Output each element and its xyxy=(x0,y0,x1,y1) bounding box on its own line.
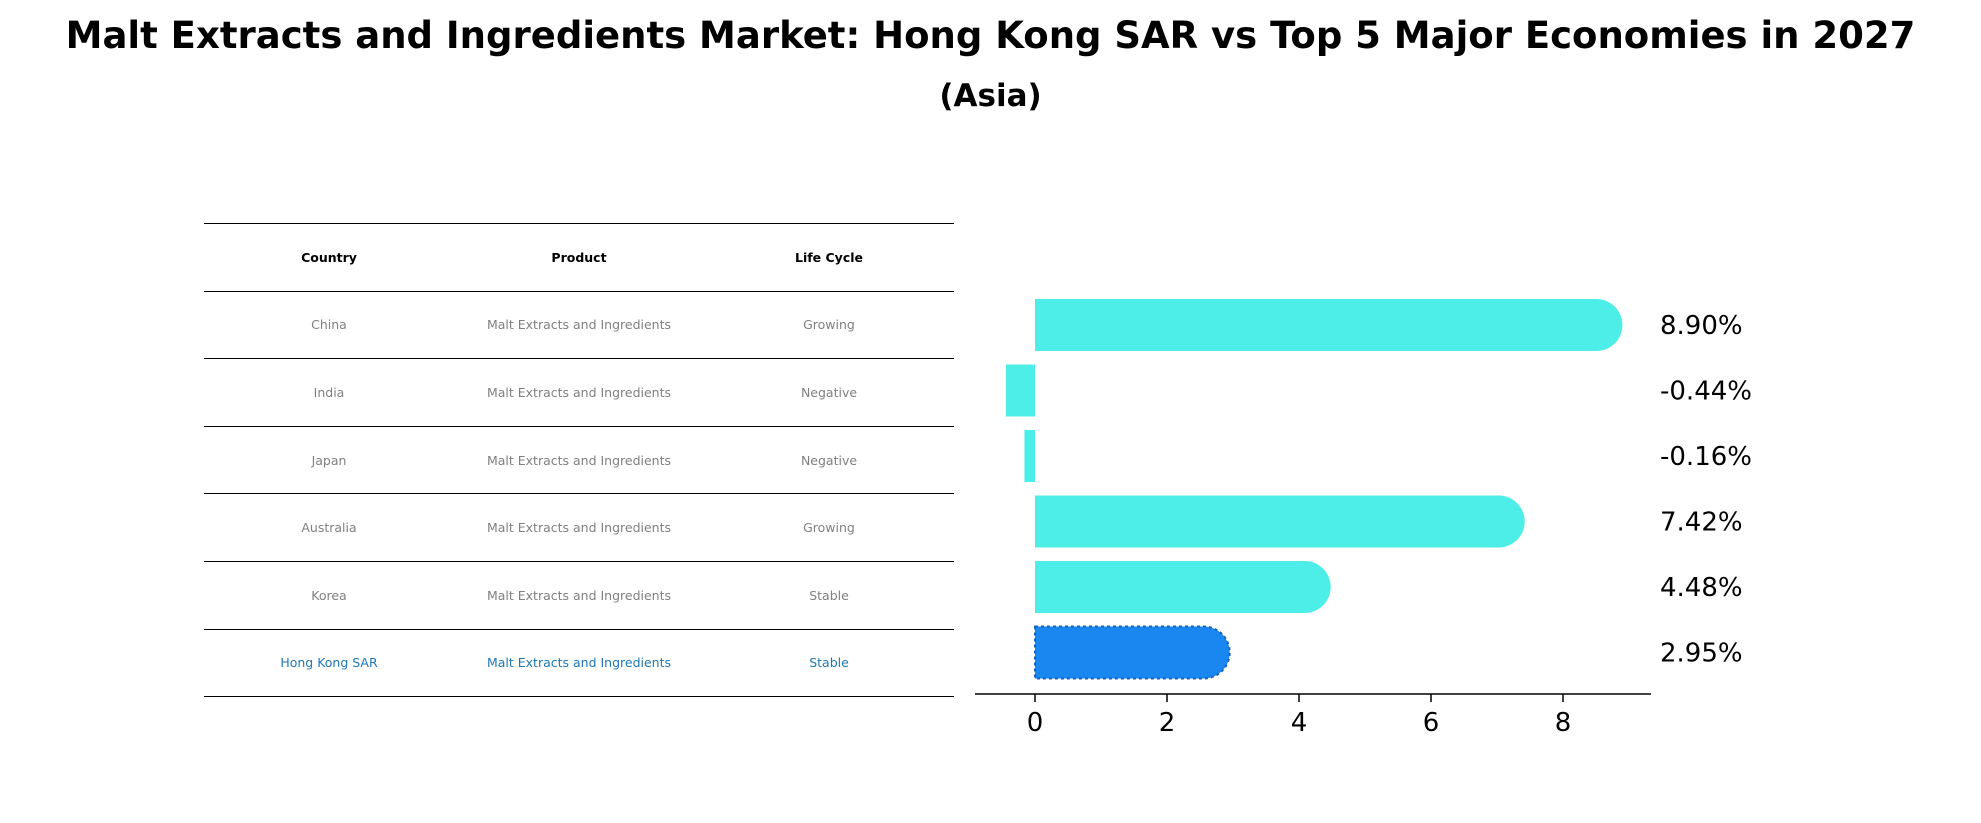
cell-life-cycle: Growing xyxy=(803,317,855,333)
x-tick-label: 8 xyxy=(1555,708,1572,738)
bar-australia xyxy=(1035,495,1525,548)
header-product: Product xyxy=(551,249,607,265)
x-tick-label: 0 xyxy=(1027,708,1044,738)
x-tick-label: 4 xyxy=(1291,708,1308,738)
cell-product: Malt Extracts and Ingredients xyxy=(486,520,672,536)
table-row: Australia Malt Extracts and Ingredients … xyxy=(204,493,954,561)
x-tick-label: 6 xyxy=(1423,708,1440,738)
data-label: 7.42% xyxy=(1660,508,1743,538)
bar-india xyxy=(1005,364,1035,417)
cell-life-cycle: Negative xyxy=(800,452,858,468)
cell-country: Hong Kong SAR xyxy=(280,655,378,671)
cell-product: Malt Extracts and Ingredients xyxy=(486,317,672,333)
data-label: 8.90% xyxy=(1660,311,1743,341)
table-row-highlighted: Hong Kong SAR Malt Extracts and Ingredie… xyxy=(204,628,954,698)
header-life-cycle: Life Cycle xyxy=(794,249,863,265)
data-label: -0.16% xyxy=(1660,442,1752,472)
bar-hong-kong-sar xyxy=(1034,625,1231,680)
cell-product: Malt Extracts and Ingredients xyxy=(486,384,672,400)
cell-country: Japan xyxy=(311,452,347,468)
life-cycle-table: Country Product Life Cycle China Malt Ex… xyxy=(204,223,954,698)
cell-life-cycle: Stable xyxy=(809,655,849,671)
chart-subtitle: (Asia) xyxy=(939,78,1042,114)
table-row: Japan Malt Extracts and Ingredients Nega… xyxy=(204,425,954,494)
cell-life-cycle: Stable xyxy=(809,587,849,603)
cell-country: Australia xyxy=(301,520,357,536)
header-country: Country xyxy=(301,249,357,265)
bar-china xyxy=(1035,299,1623,351)
bar-japan xyxy=(1024,430,1035,482)
cell-product: Malt Extracts and Ingredients xyxy=(486,587,672,603)
cell-country: India xyxy=(313,384,345,400)
cell-life-cycle: Growing xyxy=(803,520,855,536)
data-label: 4.48% xyxy=(1660,573,1743,603)
table-header-row: Country Product Life Cycle xyxy=(204,223,954,291)
table-row: Korea Malt Extracts and Ingredients Stab… xyxy=(204,560,954,629)
cell-product: Malt Extracts and Ingredients xyxy=(486,452,672,468)
cell-product: Malt Extracts and Ingredients xyxy=(486,655,672,671)
x-tick-label: 2 xyxy=(1159,708,1176,738)
cell-country: China xyxy=(311,317,347,333)
table-row: India Malt Extracts and Ingredients Nega… xyxy=(204,358,954,426)
data-label: -0.44% xyxy=(1660,377,1752,407)
table-row: China Malt Extracts and Ingredients Grow… xyxy=(204,290,954,359)
cell-country: Korea xyxy=(311,587,347,603)
data-label: 2.95% xyxy=(1660,639,1743,669)
cell-life-cycle: Negative xyxy=(800,384,858,400)
bar-korea xyxy=(1035,561,1331,613)
chart-title: Malt Extracts and Ingredients Market: Ho… xyxy=(65,14,1916,57)
